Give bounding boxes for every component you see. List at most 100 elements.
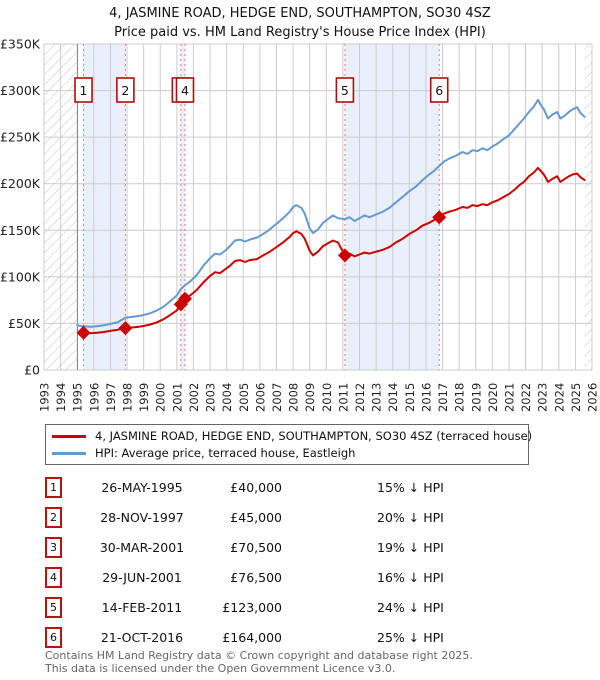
sale-number-badge: 4 (45, 566, 62, 588)
sale-number-badge: 6 (45, 626, 62, 648)
hpi-line-swatch-icon (52, 451, 86, 455)
footer-line-1: Contains HM Land Registry data © Crown c… (45, 649, 473, 662)
sale-hpi-diff: 25% ↓ HPI (377, 629, 444, 645)
table-row: 1 26-MAY-1995 £40,000 15% ↓ HPI (45, 472, 555, 502)
sale-hpi-diff: 15% ↓ HPI (377, 479, 444, 495)
table-row: 2 28-NOV-1997 £45,000 20% ↓ HPI (45, 502, 555, 532)
svg-text:£50K: £50K (8, 316, 41, 331)
svg-text:6: 6 (435, 83, 443, 98)
svg-text:1: 1 (80, 83, 88, 98)
svg-text:2003: 2003 (204, 383, 218, 412)
svg-text:£300K: £300K (0, 83, 41, 98)
sale-date: 26-MAY-1995 (101, 479, 183, 495)
svg-text:2000: 2000 (154, 383, 168, 412)
page-title: 4, JASMINE ROAD, HEDGE END, SOUTHAMPTON,… (109, 6, 491, 21)
sale-hpi-diff: 16% ↓ HPI (377, 569, 444, 585)
svg-text:2022: 2022 (519, 383, 533, 412)
sale-number-labels: 123456 (74, 77, 449, 103)
table-row: 4 29-JUN-2001 £76,500 16% ↓ HPI (45, 562, 555, 592)
svg-text:4: 4 (181, 83, 189, 98)
svg-text:1996: 1996 (87, 383, 101, 412)
sale-number-badge: 1 (45, 476, 62, 498)
price-chart: 123456£0£50K£100K£150K£200K£250K£300K£35… (0, 37, 600, 413)
svg-text:2: 2 (121, 83, 129, 98)
svg-text:2023: 2023 (536, 383, 550, 412)
no-data-hatch (44, 44, 592, 370)
svg-text:2009: 2009 (303, 383, 317, 412)
ownership-bands (83, 44, 440, 370)
sale-hpi-diff: 24% ↓ HPI (377, 599, 444, 615)
svg-text:2001: 2001 (170, 383, 184, 412)
svg-text:5: 5 (341, 83, 349, 98)
svg-text:£150K: £150K (0, 223, 41, 238)
sale-date: 28-NOV-1997 (100, 509, 184, 525)
svg-text:2004: 2004 (220, 383, 234, 412)
sale-hpi-diff: 20% ↓ HPI (377, 509, 444, 525)
svg-text:2006: 2006 (253, 383, 267, 412)
svg-text:£350K: £350K (0, 37, 41, 52)
sale-markers (76, 210, 447, 340)
sales-table: 1 26-MAY-1995 £40,000 15% ↓ HPI 2 28-NOV-1997… (45, 472, 555, 652)
sale-price: £70,500 (230, 539, 282, 555)
x-axis-labels: 1993 1994 1995 1996 1997 1998 1999 2000 2001 2002… (38, 383, 600, 412)
svg-text:2002: 2002 (187, 383, 201, 412)
sale-price: £76,500 (230, 569, 282, 585)
table-row: 5 14-FEB-2011 £123,000 24% ↓ HPI (45, 592, 555, 622)
svg-text:1994: 1994 (54, 383, 68, 412)
svg-text:2017: 2017 (436, 383, 450, 412)
sale-hpi-diff: 19% ↓ HPI (377, 539, 444, 555)
sale-date-lines (83, 44, 440, 370)
svg-text:2007: 2007 (270, 383, 284, 412)
svg-text:2013: 2013 (370, 383, 384, 412)
sale-price: £40,000 (230, 479, 282, 495)
sale-price: £123,000 (222, 599, 282, 615)
svg-text:1999: 1999 (137, 383, 151, 412)
table-row: 6 21-OCT-2016 £164,000 25% ↓ HPI (45, 622, 555, 652)
svg-text:2012: 2012 (353, 383, 367, 412)
svg-text:2019: 2019 (469, 383, 483, 412)
y-axis-labels: £0 £50K £100K £150K £200K £250K £300K £350K (0, 37, 41, 378)
svg-text:1993: 1993 (38, 383, 52, 412)
svg-text:£0: £0 (24, 363, 40, 378)
price-line-swatch-icon (52, 434, 86, 438)
sale-date: 29-JUN-2001 (102, 569, 182, 585)
svg-text:1995: 1995 (71, 383, 85, 412)
svg-text:2005: 2005 (237, 383, 251, 412)
sale-price: £45,000 (230, 509, 282, 525)
svg-text:2024: 2024 (552, 383, 566, 412)
hpi-line (76, 98, 586, 328)
chart-legend: 4, JASMINE ROAD, HEDGE END, SOUTHAMPTON,… (45, 424, 532, 465)
svg-text:2010: 2010 (320, 383, 334, 412)
svg-text:2025: 2025 (569, 383, 583, 412)
license-footer: Contains HM Land Registry data © Crown c… (45, 649, 473, 675)
svg-text:2011: 2011 (336, 383, 350, 412)
sale-date: 14-FEB-2011 (101, 599, 183, 615)
svg-text:1998: 1998 (121, 383, 135, 412)
sale-number-badge: 3 (45, 536, 62, 558)
svg-text:2014: 2014 (386, 383, 400, 412)
svg-text:2015: 2015 (403, 383, 417, 412)
page-subtitle: Price paid vs. HM Land Registry's House … (114, 25, 486, 40)
legend-item-hpi: HPI: Average price, terraced house, East… (52, 446, 522, 460)
footer-line-2: This data is licensed under the Open Gov… (45, 662, 396, 675)
table-row: 3 30-MAR-2001 £70,500 19% ↓ HPI (45, 532, 555, 562)
svg-text:2018: 2018 (453, 383, 467, 412)
sale-number-badge: 5 (45, 596, 62, 618)
sale-date: 30-MAR-2001 (99, 539, 185, 555)
svg-text:£250K: £250K (0, 130, 41, 145)
svg-text:2021: 2021 (502, 383, 516, 412)
svg-text:2020: 2020 (486, 383, 500, 412)
legend-label-price-paid: 4, JASMINE ROAD, HEDGE END, SOUTHAMPTON,… (95, 429, 533, 443)
legend-item-price-paid: 4, JASMINE ROAD, HEDGE END, SOUTHAMPTON,… (52, 429, 532, 443)
legend-label-hpi: HPI: Average price, terraced house, East… (95, 446, 356, 460)
sale-price: £164,000 (222, 629, 282, 645)
svg-text:2016: 2016 (419, 383, 433, 412)
svg-text:2008: 2008 (287, 383, 301, 412)
sale-number-badge: 2 (45, 506, 62, 528)
sale-date: 21-OCT-2016 (100, 629, 184, 645)
svg-text:2026: 2026 (586, 383, 600, 412)
svg-text:1997: 1997 (104, 383, 118, 412)
svg-text:£200K: £200K (0, 176, 41, 191)
svg-text:£100K: £100K (0, 269, 41, 284)
